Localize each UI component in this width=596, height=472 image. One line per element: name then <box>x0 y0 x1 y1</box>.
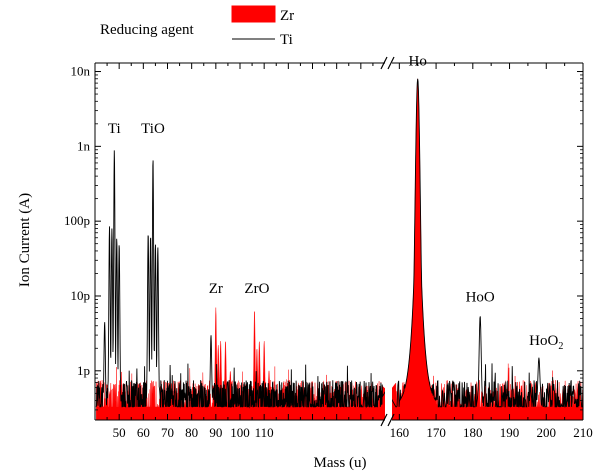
series-ti-line <box>392 78 583 408</box>
x-tick-label: 110 <box>255 425 274 440</box>
y-tick-label: 10p <box>71 288 91 303</box>
x-tick-label: 160 <box>390 425 410 440</box>
x-tick-label: 210 <box>573 425 593 440</box>
series-zr-area <box>392 78 583 420</box>
peak-label: Zr <box>209 281 223 297</box>
x-tick-label: 170 <box>426 425 446 440</box>
y-tick-label: 1p <box>77 363 90 378</box>
series-ti <box>95 78 583 409</box>
x-tick-label: 70 <box>161 425 174 440</box>
x-tick-label: 80 <box>185 425 198 440</box>
y-tick-label: 10n <box>71 64 91 79</box>
legend: Reducing agent Zr Ti <box>100 5 294 48</box>
x-tick-label: 200 <box>537 425 557 440</box>
series-zr <box>96 78 583 420</box>
plot-area <box>95 78 583 420</box>
axis-break-mark <box>380 413 388 427</box>
legend-title: Reducing agent <box>100 22 195 38</box>
series-ti-line <box>95 150 385 409</box>
legend-label-ti: Ti <box>280 32 293 48</box>
peak-label: ZrO <box>244 281 269 297</box>
x-tick-label: 90 <box>209 425 222 440</box>
x-tick-label: 60 <box>137 425 150 440</box>
peak-label: Ho <box>409 54 427 70</box>
x-tick-label: 190 <box>500 425 520 440</box>
y-axis-label: Ion Current (A) <box>17 193 33 287</box>
x-tick-label: 50 <box>113 425 126 440</box>
legend-swatch-zr <box>231 5 276 23</box>
peak-label: Ti <box>108 121 121 137</box>
peak-label-subscript: 2 <box>558 341 563 352</box>
axes: 50 60 70 80 90 100 110 160 170 180 190 200 210 1p 10p 1… <box>64 54 593 440</box>
axis-break-mark <box>387 56 395 70</box>
peak-label: TiO <box>141 121 165 137</box>
x-tick-label: 180 <box>463 425 483 440</box>
peak-label: HoO2 <box>529 333 563 352</box>
legend-label-zr: Zr <box>280 8 294 24</box>
axis-break-mark <box>387 413 395 427</box>
axis-break-mark <box>380 56 388 70</box>
y-tick-label: 100p <box>64 213 90 228</box>
peak-label: HoO <box>466 289 495 305</box>
x-axis-label: Mass (u) <box>314 455 367 471</box>
y-tick-label: 1n <box>77 138 91 153</box>
x-tick-label: 100 <box>230 425 250 440</box>
